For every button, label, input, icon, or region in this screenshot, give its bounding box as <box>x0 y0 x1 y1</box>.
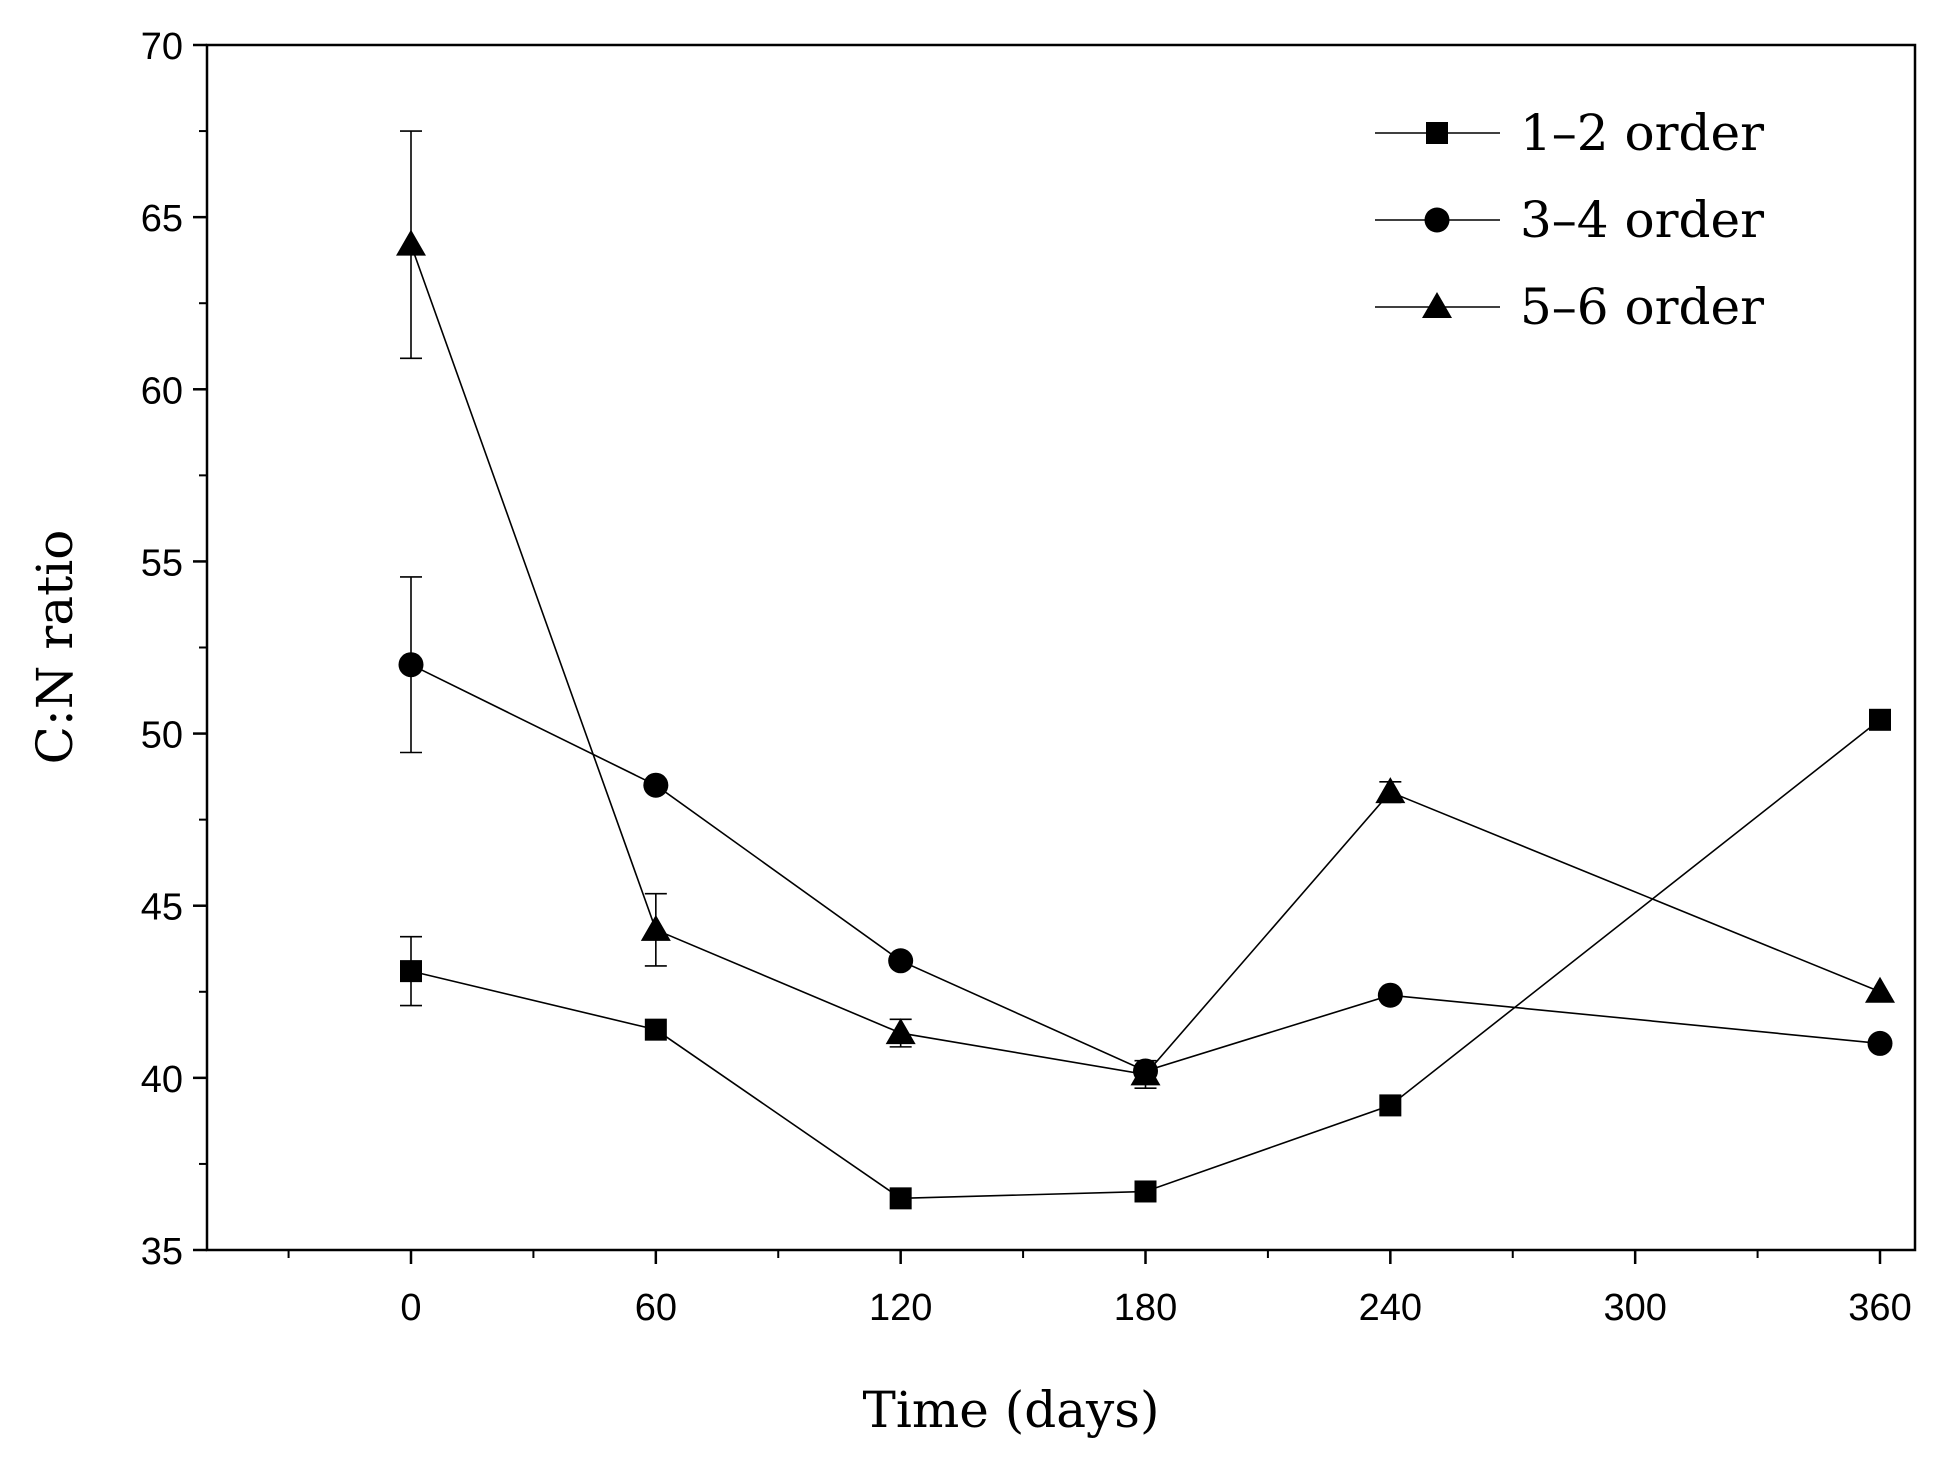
y-tick-label: 40 <box>141 1059 183 1101</box>
minor-ticks <box>199 130 1759 1258</box>
series-line <box>410 719 1881 1200</box>
y-axis-title: C:N ratio <box>26 530 84 765</box>
legend-item: 5–6 order <box>1375 278 1764 336</box>
data-point <box>1865 976 1895 1003</box>
legend-marker <box>1426 122 1448 144</box>
data-point <box>1867 1030 1893 1056</box>
series-triangle <box>396 130 1895 1089</box>
y-tick-label: 55 <box>141 542 183 584</box>
legend-marker <box>1424 207 1450 233</box>
y-tick-label: 35 <box>141 1231 183 1273</box>
legend-label: 1–2 order <box>1520 104 1764 162</box>
data-point <box>1130 1059 1161 1086</box>
x-tick-label: 120 <box>869 1287 932 1329</box>
data-point <box>398 652 424 678</box>
series-circle <box>398 576 1893 1084</box>
y-tick-label: 60 <box>141 370 183 412</box>
x-tick-label: 180 <box>1114 1287 1177 1329</box>
data-point <box>1379 1094 1402 1117</box>
legend-label: 3–4 order <box>1520 191 1764 249</box>
data-point <box>400 960 422 983</box>
x-tick-label: 300 <box>1603 1287 1666 1329</box>
y-tick-label: 50 <box>141 715 183 757</box>
legend-item: 1–2 order <box>1375 104 1764 162</box>
x-axis-title: Time (days) <box>863 1381 1160 1439</box>
legend-label: 5–6 order <box>1520 278 1764 336</box>
y-tick-label: 65 <box>141 198 183 240</box>
legend-marker <box>1422 292 1452 318</box>
series-line <box>410 244 1881 1076</box>
series-square <box>400 708 1891 1210</box>
data-point <box>889 1187 912 1210</box>
data-point <box>1377 982 1403 1008</box>
x-axis-ticks: 0 60 120 180 240 300 360 <box>400 1250 1912 1329</box>
legend: 1–2 order 3–4 order 5–6 order <box>1375 104 1764 336</box>
x-tick-label: 0 <box>400 1287 421 1329</box>
data-point <box>885 1018 916 1045</box>
data-point <box>1869 708 1891 731</box>
x-tick-label: 60 <box>635 1287 677 1329</box>
data-point <box>1134 1180 1157 1203</box>
data-point <box>1375 777 1406 804</box>
y-axis-ticks: 35 40 45 50 55 60 65 70 <box>141 26 207 1273</box>
y-tick-label: 45 <box>141 887 183 929</box>
y-tick-label: 70 <box>141 26 183 68</box>
data-point <box>643 772 669 798</box>
data-point <box>888 948 914 974</box>
series-line <box>410 663 1881 1072</box>
x-tick-label: 240 <box>1359 1287 1422 1329</box>
data-point <box>396 229 426 256</box>
data-point <box>644 1018 667 1041</box>
legend-item: 3–4 order <box>1375 191 1764 249</box>
x-tick-label: 360 <box>1848 1287 1911 1329</box>
data-point <box>640 914 671 941</box>
series-layer <box>396 130 1895 1210</box>
